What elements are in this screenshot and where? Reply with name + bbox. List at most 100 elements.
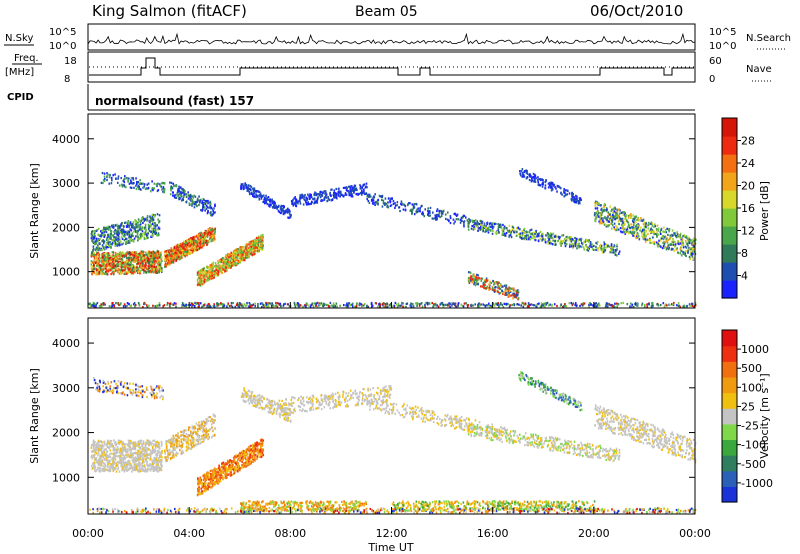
radar-cell [574,242,577,245]
radar-cell [101,255,104,258]
radar-cell [169,262,172,265]
radar-cell [146,218,149,221]
radar-cell [253,246,255,249]
radar-cell [446,211,449,214]
radar-cell [251,194,254,197]
radar-cell [133,251,136,254]
radar-cell [203,244,205,247]
radar-cell [202,272,205,275]
radar-cell [121,237,124,240]
radar-cell [116,223,118,226]
radar-cell [353,188,355,191]
radar-cell [252,193,255,196]
radar-cell [208,266,210,269]
nsky-tick-bottom: 10^0 [49,41,76,52]
radar-cell [155,254,158,257]
radar-cell [285,208,288,212]
radar-cell [150,264,153,267]
radar-cell [111,179,113,182]
radar-cell [296,200,299,204]
radar-cell [194,241,196,244]
radar-cell [599,243,602,246]
radar-cell [135,235,137,238]
radar-cell [369,195,372,198]
radar-cell [156,271,159,274]
radar-cell [114,258,117,261]
radar-cell [263,200,265,204]
radar-cell [253,252,256,256]
radar-cell [171,251,174,254]
radar-cell [302,194,304,198]
radar-cell [616,243,618,246]
radar-cell [309,194,311,197]
radar-cell [123,267,126,270]
radar-cell [177,254,179,257]
radar-cell [337,194,340,197]
radar-cell [169,193,172,196]
radar-cell [261,248,264,251]
radar-cell [126,221,129,224]
radar-cell [190,243,193,246]
radar-cell [201,246,203,249]
radar-cell [517,289,519,292]
radar-cell [219,269,221,272]
radar-cell [193,249,196,252]
radar-cell [500,284,502,287]
radar-cell [93,267,95,270]
radar-cell [283,210,286,213]
radar-cell [205,271,207,274]
radar-cell [241,246,244,249]
radar-cell [112,258,114,261]
radar-cell [504,227,507,230]
radar-cell [171,261,174,264]
radar-cell [93,237,95,240]
radar-cell [276,207,279,210]
radar-cell [537,239,540,243]
radar-cell [161,182,163,185]
radar-cell [170,247,173,250]
radar-cell [154,228,156,232]
radar-cell [208,229,211,232]
radar-cell [125,241,127,244]
radar-cell [279,211,282,215]
radar-cell [473,277,475,280]
radar-cell [163,254,166,257]
radar-cell [514,289,517,292]
radar-cell [259,236,262,239]
radar-cell [666,227,668,230]
radar-cell [614,253,617,256]
radar-cell [539,178,542,181]
radar-cell [568,192,571,195]
radar-cell [173,256,176,259]
radar-cell [245,256,248,259]
radar-cell [554,235,557,238]
radar-cell [96,229,99,232]
radar-cell [153,227,155,230]
radar-cell [134,259,137,262]
radar-cell [235,250,238,254]
radar-cell [568,245,571,248]
radar-cell [499,291,502,295]
radar-cell [130,235,132,238]
radar-cell [284,212,286,215]
radar-cell [114,228,117,232]
radar-cell [156,184,158,188]
radar-cell [130,269,132,272]
radar-cell [205,204,208,207]
radar-cell [327,196,329,199]
radar-cell [128,268,131,271]
radar-cell [153,182,156,185]
radar-cell [132,258,134,261]
radar-cell [572,245,575,248]
radar-cell [208,237,211,240]
radar-cell [191,241,194,244]
radar-cell [115,255,117,258]
radar-cell [120,230,123,233]
radar-cell [162,190,164,193]
radar-cell [432,211,434,214]
radar-cell [163,188,166,191]
radar-cell [131,225,133,228]
radar-cell [137,267,140,270]
radar-cell [340,193,342,196]
radar-cell [515,294,517,298]
